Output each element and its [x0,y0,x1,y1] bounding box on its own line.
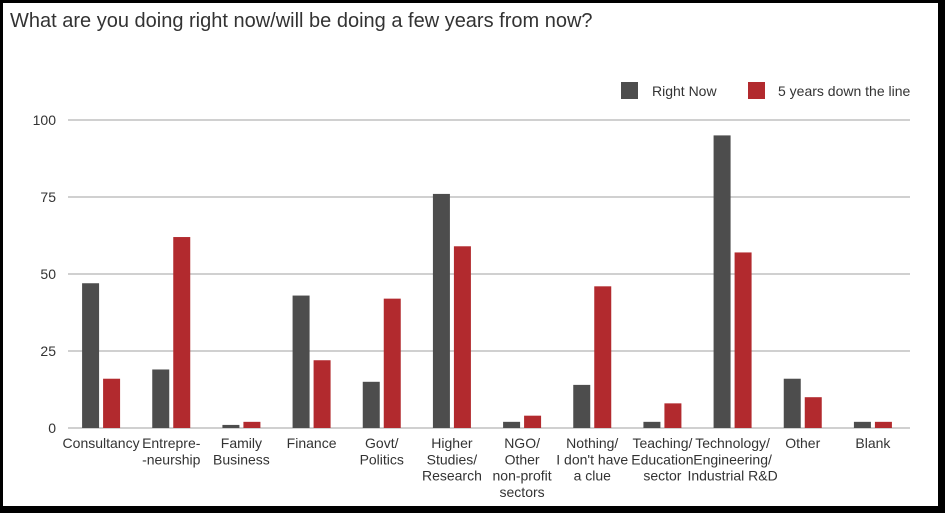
y-axis-ticks: 0 25 50 75 100 [33,112,57,436]
y-tick-label: 100 [33,112,57,128]
bar-right-now [573,384,591,428]
bar-right-now [432,193,450,428]
x-category-label: Finance [287,435,337,451]
chart-title: What are you doing right now/will be doi… [10,10,593,32]
legend-swatch [621,82,638,99]
bars [82,135,892,428]
bar-five-years [594,286,612,428]
legend-swatch [748,82,765,99]
bar-five-years [804,397,822,428]
x-category-label: Govt/Politics [360,435,404,467]
y-tick-label: 0 [48,420,56,436]
legend-label: 5 years down the line [778,83,911,99]
x-category-label: Technology/Engineering/Industrial R&D [687,435,777,484]
x-category-label: NGO/Other non-profit sectors [493,435,552,500]
bar-five-years [313,360,331,428]
bar-five-years [243,421,261,428]
bar-right-now [222,424,240,428]
x-category-label: Consultancy [63,435,140,451]
legend: Right Now 5 years down the line [621,82,911,99]
x-category-label: Blank [855,435,891,451]
bar-right-now [713,135,731,428]
y-tick-label: 75 [40,189,56,205]
gridlines [68,119,910,429]
x-category-label: Higher Studies/Research [422,435,482,484]
y-tick-label: 25 [40,343,56,359]
bar-five-years [453,246,471,428]
bar-right-now [362,381,380,428]
x-category-label: Nothing/I don't have a clue [556,435,628,484]
bar-right-now [783,378,801,428]
x-category-label: Family Business [213,435,270,467]
bar-right-now [82,283,100,428]
frame-shadow [938,6,942,509]
x-category-label: Entrepre--neurship [142,435,201,467]
bar-five-years [874,421,892,428]
bar-right-now [503,421,521,428]
bar-right-now [853,421,871,428]
x-axis-categories: Consultancy Entrepre--neurship Family Busin… [63,435,892,500]
bar-five-years [103,378,121,428]
bar-five-years [664,403,682,428]
bar-five-years [173,237,191,428]
bar-five-years [734,252,752,428]
x-category-label: Teaching/Education sector [631,435,693,484]
bar-right-now [643,421,661,428]
x-category-label: Other [785,435,820,451]
y-tick-label: 50 [40,266,56,282]
legend-label: Right Now [652,83,717,99]
bar-five-years [524,415,542,428]
bar-right-now [292,295,310,428]
bar-five-years [383,298,401,428]
bar-right-now [152,369,170,428]
